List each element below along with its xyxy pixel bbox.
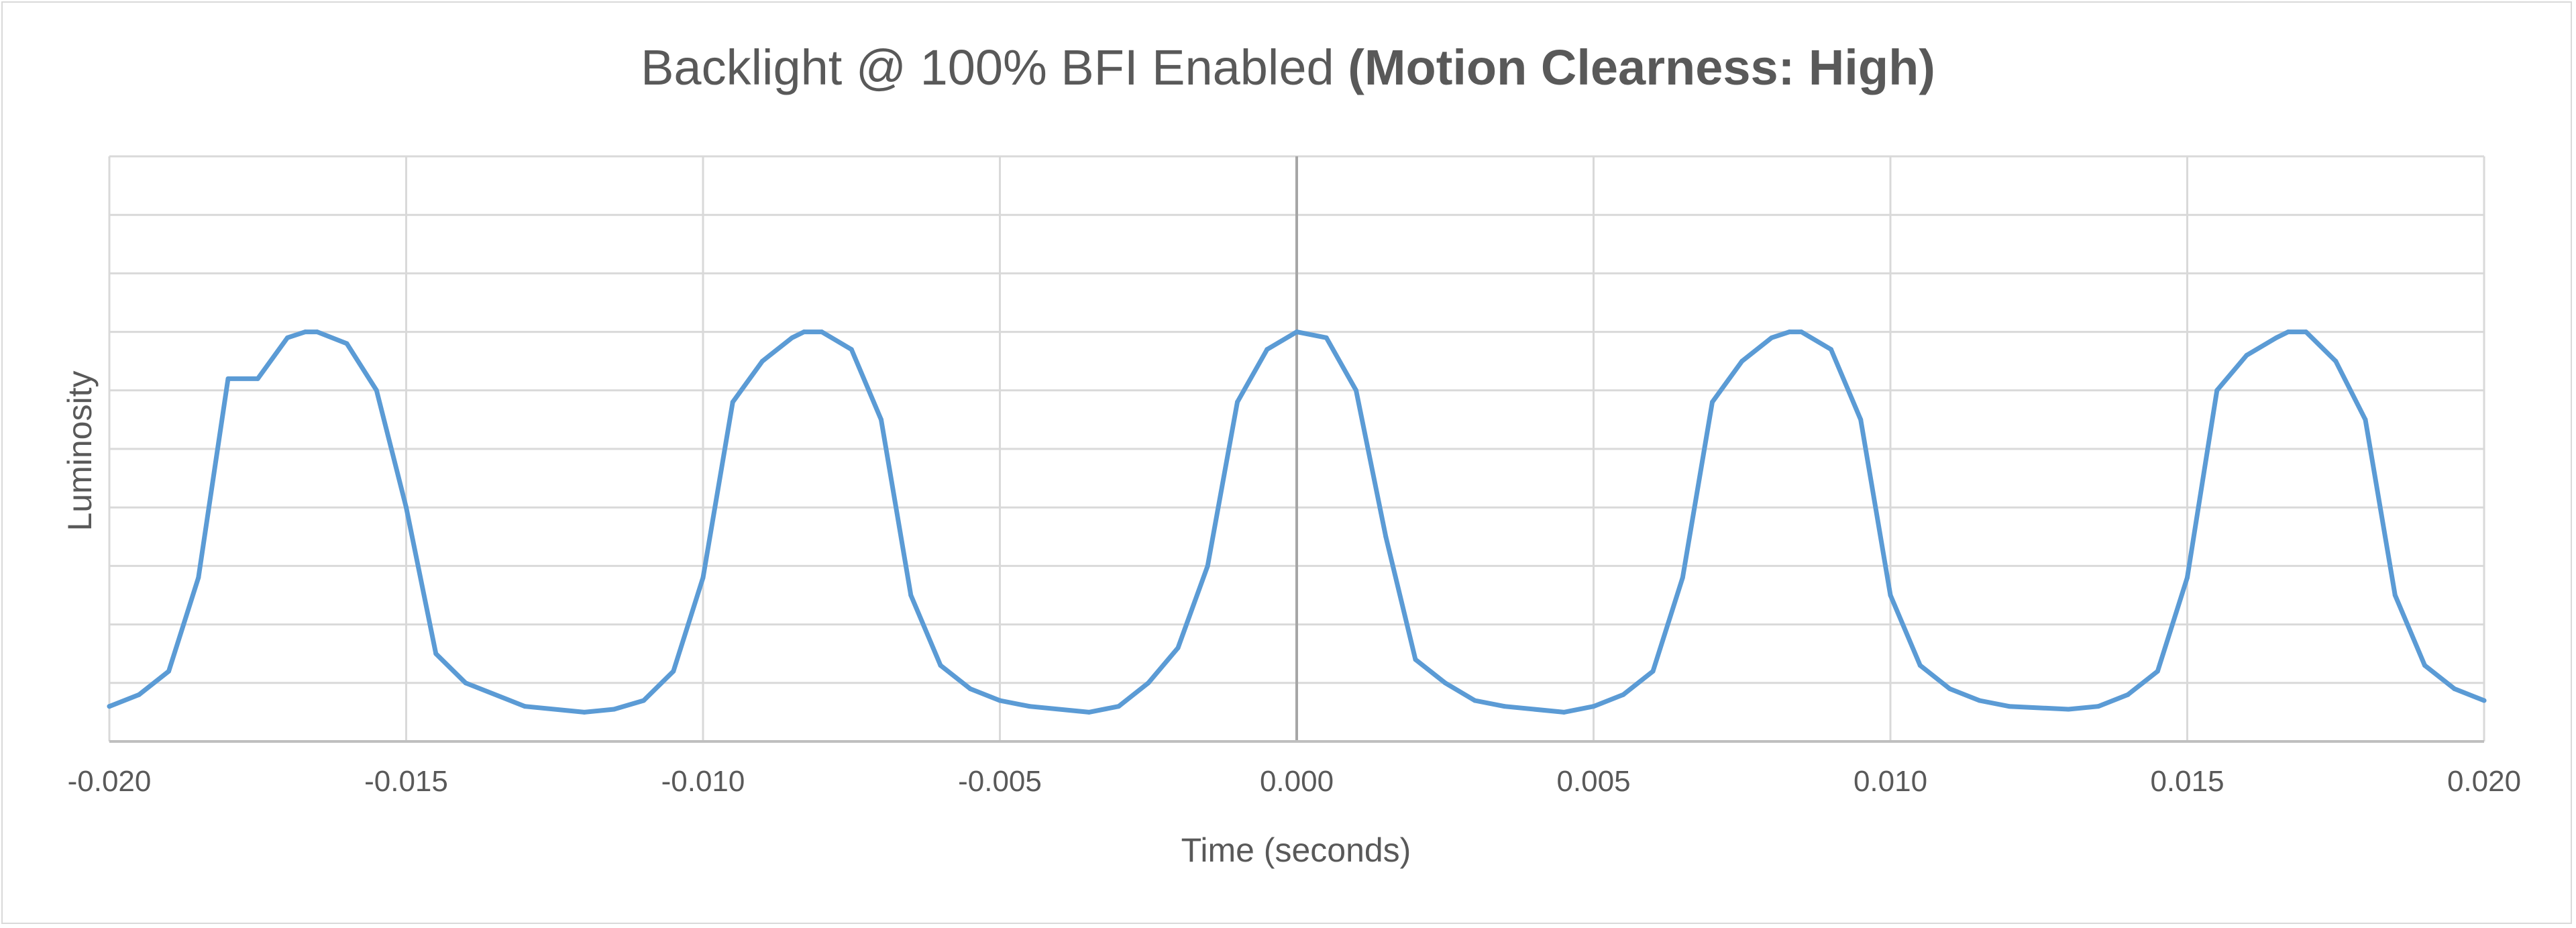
data-point	[315, 329, 320, 335]
data-point	[2422, 663, 2427, 668]
data-point	[730, 399, 735, 405]
data-point	[908, 592, 914, 598]
data-point	[1205, 563, 1210, 568]
data-point	[2333, 358, 2339, 364]
x-axis-title: Time (seconds)	[1181, 831, 1411, 869]
data-point	[1294, 329, 1299, 335]
data-point	[671, 668, 676, 674]
chart-title-main: Backlight @ 100% BFI Enabled	[641, 40, 1334, 95]
data-point	[1413, 657, 1418, 662]
chart-title: Backlight @ 100% BFI Enabled (Motion Cle…	[0, 39, 2576, 96]
data-point	[1787, 329, 1792, 335]
data-point	[700, 575, 706, 580]
data-point	[1947, 686, 1952, 692]
data-point	[2006, 704, 2012, 709]
data-point	[1829, 347, 1833, 352]
data-point	[790, 335, 795, 340]
data-point	[879, 417, 883, 422]
data-point	[582, 709, 587, 715]
data-point	[255, 376, 260, 381]
x-tick-label: 0.010	[1854, 765, 1927, 798]
data-point	[1680, 575, 1685, 580]
x-tick-label: -0.005	[958, 765, 1042, 798]
data-point	[2363, 417, 2368, 422]
data-point	[1561, 709, 1566, 715]
data-point	[2214, 388, 2220, 393]
data-point	[136, 692, 142, 697]
data-point	[225, 376, 231, 381]
x-tick-label: 0.005	[1556, 765, 1630, 798]
data-point	[1265, 347, 1270, 352]
data-point	[1917, 663, 1923, 668]
data-point	[285, 335, 290, 340]
data-point	[196, 575, 201, 580]
data-point	[1472, 698, 1477, 703]
data-point	[1324, 335, 1329, 340]
data-point	[2155, 668, 2160, 674]
data-point	[998, 698, 1002, 703]
data-point	[1146, 680, 1151, 686]
x-tick-label: -0.020	[68, 765, 152, 798]
data-point	[2304, 329, 2308, 335]
x-tick-label: 0.000	[1260, 765, 1334, 798]
data-point	[2286, 329, 2291, 335]
data-point	[1591, 704, 1596, 709]
data-point	[1502, 704, 1507, 709]
data-point	[2392, 592, 2398, 598]
x-tick-label: -0.010	[661, 765, 745, 798]
data-point	[344, 341, 350, 346]
data-point	[404, 505, 409, 510]
data-point	[760, 358, 765, 364]
data-point	[2125, 692, 2131, 697]
data-point	[2481, 698, 2487, 703]
data-point	[1858, 417, 1864, 422]
data-point	[2066, 707, 2071, 712]
data-point	[1354, 388, 1358, 393]
data-point	[1710, 399, 1715, 405]
data-point	[463, 680, 468, 686]
data-point	[611, 707, 616, 712]
data-point	[1769, 335, 1774, 340]
data-point	[1799, 329, 1804, 335]
data-point	[1650, 668, 1656, 674]
data-point	[967, 686, 973, 692]
data-point	[1027, 704, 1032, 709]
data-point	[1383, 534, 1389, 539]
x-tick-label: -0.015	[364, 765, 448, 798]
data-point	[1086, 709, 1091, 715]
data-point	[641, 698, 646, 703]
data-point	[1977, 698, 1982, 703]
data-point	[1888, 592, 1893, 598]
data-point	[2452, 686, 2457, 692]
series-line	[107, 329, 2487, 715]
data-point	[1442, 680, 1448, 686]
data-point	[1235, 399, 1240, 405]
x-tick-label: 0.015	[2150, 765, 2224, 798]
data-point	[523, 704, 527, 709]
data-point	[107, 704, 112, 709]
data-point	[938, 663, 943, 668]
data-point	[801, 329, 806, 335]
data-point	[433, 651, 439, 656]
data-point	[2244, 352, 2249, 358]
data-point	[1621, 692, 1626, 697]
data-point	[849, 347, 854, 352]
data-point	[819, 329, 824, 335]
chart-title-emphasis: (Motion Clearness: High)	[1348, 40, 1935, 95]
x-tick-label: 0.020	[2447, 765, 2521, 798]
y-axis-title: Luminosity	[61, 371, 99, 531]
data-point	[166, 668, 171, 674]
data-point	[1175, 645, 1181, 650]
data-point	[1116, 704, 1121, 709]
data-point	[2096, 704, 2101, 709]
data-point	[1739, 358, 1745, 364]
data-point	[2273, 335, 2279, 340]
data-point	[374, 388, 379, 393]
data-point	[2185, 575, 2190, 580]
data-point	[303, 329, 308, 335]
